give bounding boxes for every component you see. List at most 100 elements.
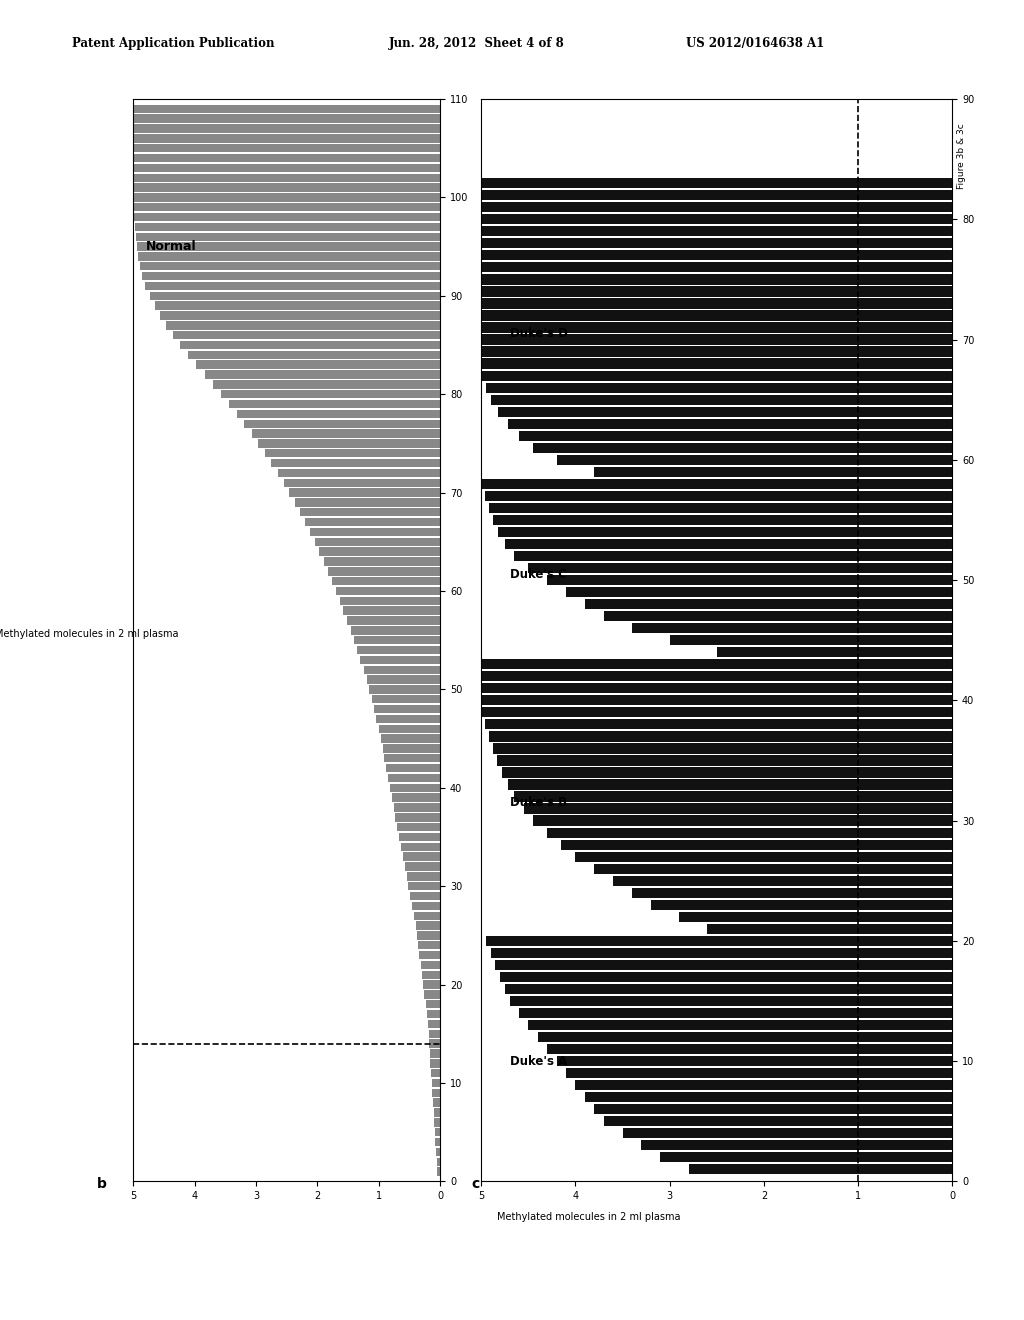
- Bar: [708, 924, 952, 935]
- Bar: [377, 714, 440, 723]
- Bar: [534, 442, 952, 453]
- Bar: [429, 1030, 440, 1038]
- Bar: [150, 292, 440, 300]
- Bar: [134, 213, 440, 222]
- Text: Methylated molecules in 2 ml plasma: Methylated molecules in 2 ml plasma: [0, 628, 179, 639]
- Bar: [221, 389, 440, 399]
- Bar: [534, 816, 952, 826]
- Bar: [481, 359, 952, 368]
- Bar: [137, 243, 440, 251]
- Bar: [499, 527, 952, 537]
- Bar: [412, 902, 440, 909]
- Bar: [420, 950, 440, 960]
- Bar: [505, 983, 952, 994]
- Bar: [421, 961, 440, 969]
- Bar: [575, 1080, 952, 1090]
- Bar: [432, 1089, 440, 1097]
- Bar: [407, 873, 440, 880]
- Text: Figure 3b & 3c: Figure 3b & 3c: [957, 123, 966, 189]
- Bar: [490, 948, 952, 958]
- Bar: [486, 383, 952, 393]
- Bar: [481, 275, 952, 285]
- Bar: [409, 882, 440, 891]
- Bar: [557, 1056, 952, 1067]
- Bar: [437, 1167, 440, 1176]
- Bar: [340, 597, 440, 605]
- Bar: [300, 508, 440, 516]
- Bar: [519, 1008, 952, 1018]
- Bar: [142, 272, 440, 280]
- Bar: [485, 491, 952, 502]
- Bar: [594, 863, 952, 874]
- Bar: [502, 767, 952, 777]
- Bar: [140, 263, 440, 271]
- Text: Jun. 28, 2012  Sheet 4 of 8: Jun. 28, 2012 Sheet 4 of 8: [389, 37, 565, 50]
- Bar: [381, 734, 440, 743]
- Bar: [481, 371, 952, 380]
- Bar: [155, 301, 440, 310]
- Bar: [357, 645, 440, 655]
- Bar: [324, 557, 440, 566]
- Bar: [499, 407, 952, 417]
- Bar: [481, 251, 952, 260]
- Bar: [138, 252, 440, 260]
- Bar: [488, 731, 952, 742]
- Bar: [488, 503, 952, 513]
- Bar: [496, 960, 952, 970]
- Bar: [271, 459, 440, 467]
- Bar: [414, 912, 440, 920]
- Bar: [388, 774, 440, 783]
- Bar: [367, 676, 440, 684]
- Bar: [481, 263, 952, 272]
- Bar: [508, 418, 952, 429]
- Bar: [481, 190, 952, 201]
- Bar: [547, 828, 952, 838]
- Bar: [332, 577, 440, 585]
- Bar: [135, 223, 440, 231]
- Bar: [493, 743, 952, 754]
- Bar: [481, 696, 952, 705]
- Bar: [566, 587, 952, 597]
- Bar: [514, 550, 952, 561]
- Bar: [384, 754, 440, 763]
- Bar: [510, 995, 952, 1006]
- Bar: [679, 912, 952, 921]
- Bar: [514, 792, 952, 801]
- Bar: [160, 312, 440, 319]
- Bar: [481, 659, 952, 669]
- Bar: [594, 467, 952, 477]
- Bar: [585, 1092, 952, 1102]
- Bar: [485, 719, 952, 730]
- Bar: [641, 1140, 952, 1151]
- Bar: [278, 469, 440, 477]
- Bar: [481, 214, 952, 224]
- Bar: [481, 202, 952, 213]
- Bar: [402, 853, 440, 861]
- Bar: [481, 346, 952, 356]
- Bar: [426, 1001, 440, 1008]
- Bar: [372, 696, 440, 704]
- Bar: [245, 420, 440, 428]
- Bar: [528, 562, 952, 573]
- Bar: [360, 656, 440, 664]
- Bar: [632, 623, 952, 634]
- Bar: [604, 611, 952, 622]
- Bar: [613, 875, 952, 886]
- Bar: [133, 124, 440, 133]
- Bar: [433, 1098, 440, 1107]
- Bar: [180, 341, 440, 350]
- Bar: [133, 183, 440, 191]
- Bar: [422, 970, 440, 979]
- Bar: [390, 784, 440, 792]
- Text: Methylated molecules in 2 ml plasma: Methylated molecules in 2 ml plasma: [497, 1212, 680, 1222]
- Bar: [585, 599, 952, 610]
- Bar: [386, 764, 440, 772]
- Bar: [427, 1010, 440, 1018]
- Bar: [717, 647, 952, 657]
- Text: Duke's B: Duke's B: [510, 796, 566, 809]
- Bar: [651, 900, 952, 909]
- Bar: [237, 409, 440, 418]
- Bar: [328, 568, 440, 576]
- Bar: [374, 705, 440, 713]
- Bar: [481, 178, 952, 189]
